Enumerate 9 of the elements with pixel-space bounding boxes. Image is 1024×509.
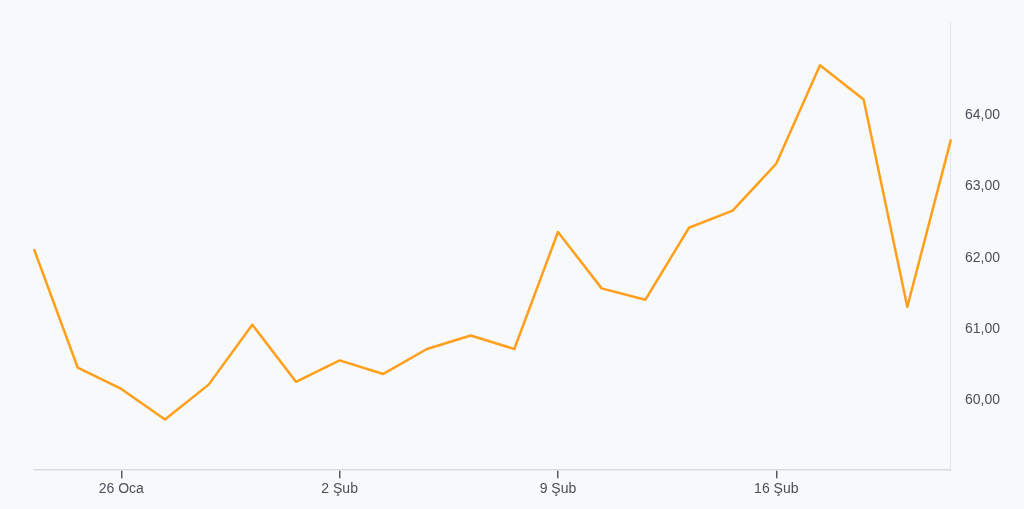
y-tick-label: 63,00 — [964, 177, 1001, 194]
x-tick-label: 26 Oca — [98, 480, 145, 497]
y-tick-label: 62,00 — [964, 248, 1001, 265]
y-tick-label: 61,00 — [964, 319, 1001, 336]
y-tick-label: 64,00 — [964, 105, 1001, 122]
y-tick-label: 60,00 — [964, 391, 1001, 408]
x-tick-label: 9 Şub — [539, 480, 577, 497]
x-tick-label: 16 Şub — [754, 480, 799, 497]
x-tick-label: 2 Şub — [321, 480, 359, 497]
